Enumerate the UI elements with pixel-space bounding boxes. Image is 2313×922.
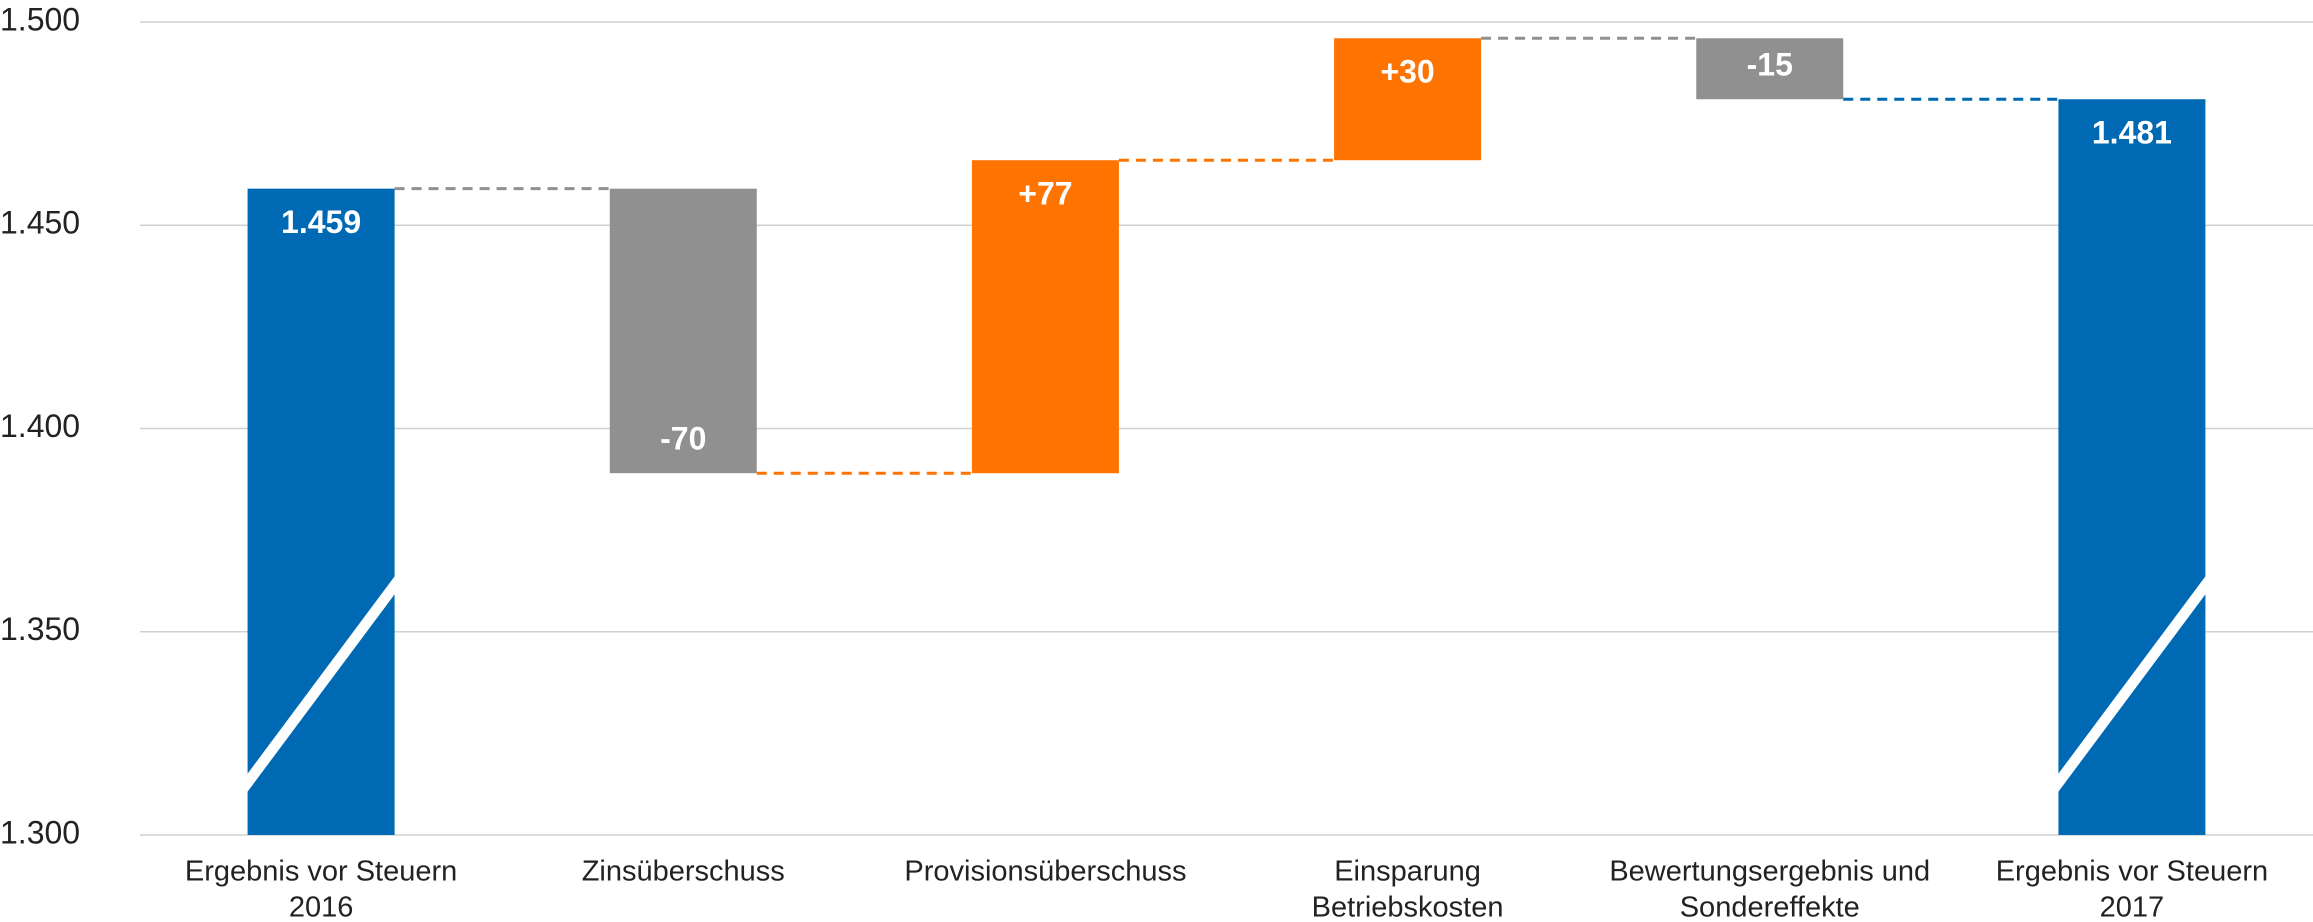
y-tick-label: 1.300: [0, 814, 80, 850]
value-label: 1.459: [281, 204, 361, 240]
y-tick-label: 1.500: [0, 1, 80, 37]
x-tick-label: Zinsüberschuss: [582, 856, 785, 888]
bar: [2058, 99, 2206, 836]
x-tick-label: Ergebnis vor Steuern: [185, 856, 457, 888]
x-tick-label: Ergebnis vor Steuern: [1996, 856, 2268, 888]
axis-break: [2057, 575, 2207, 793]
value-label: -15: [1747, 47, 1793, 83]
y-tick-label: 1.450: [0, 205, 80, 241]
value-label: +30: [1380, 54, 1434, 90]
x-tick-label: Sondereffekte: [1680, 892, 1860, 922]
bar: [1334, 38, 1482, 161]
bar: [1696, 38, 1844, 100]
bar: [971, 160, 1119, 474]
y-tick-label: 1.400: [0, 408, 80, 444]
x-tick-label: 2016: [289, 892, 354, 922]
x-tick-label: Provisionsüberschuss: [904, 856, 1186, 888]
x-tick-label: Betriebskosten: [1312, 892, 1504, 922]
x-tick-label: Bewertungsergebnis und: [1609, 856, 1930, 888]
x-tick-label: 2017: [2100, 892, 2165, 922]
value-label: 1.481: [2092, 115, 2172, 151]
value-label: +77: [1018, 176, 1072, 212]
axis-break: [246, 575, 396, 793]
y-tick-label: 1.350: [0, 611, 80, 647]
value-label: -70: [660, 421, 706, 457]
bar: [247, 188, 395, 836]
bar: [609, 188, 757, 474]
x-tick-label: Einsparung: [1334, 856, 1481, 888]
